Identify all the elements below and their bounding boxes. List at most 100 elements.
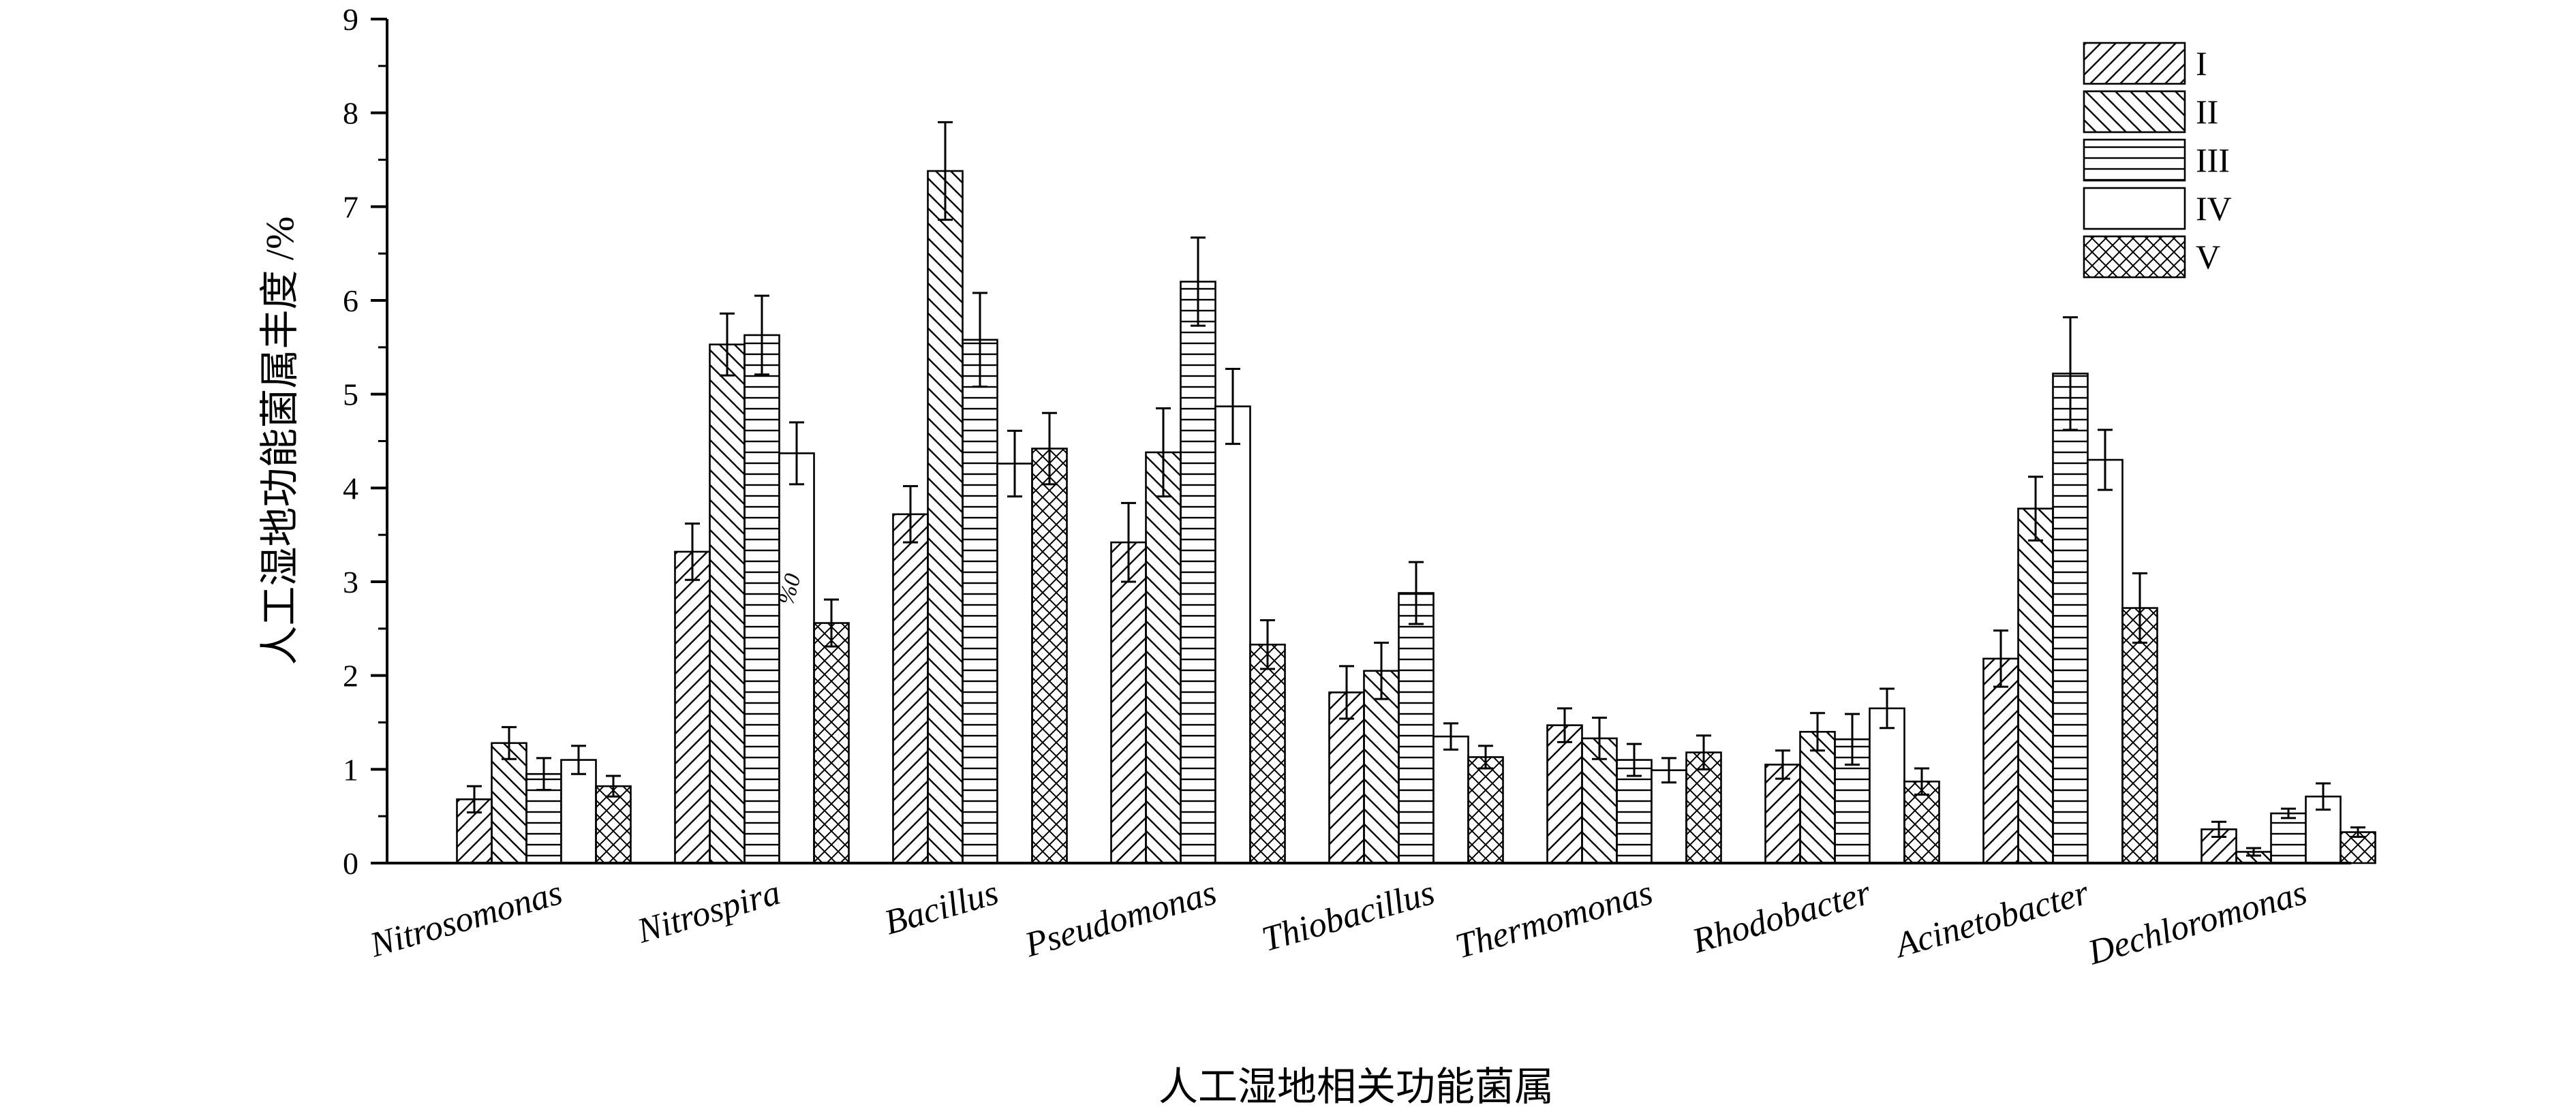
error-bar-pseudomonas-v bbox=[1260, 619, 1275, 670]
bar-thiobacillus-iv bbox=[1432, 735, 1469, 864]
error-bar-thermomonas-i bbox=[1557, 707, 1572, 743]
y-tick-label-1: 1 bbox=[343, 752, 358, 787]
error-bar-nitrospira-iii bbox=[754, 294, 769, 376]
error-bar-bacillus-ii bbox=[938, 121, 953, 221]
y-tick-label-0: 0 bbox=[343, 846, 358, 881]
error-bar-thermomonas-iv bbox=[1661, 757, 1676, 784]
error-bars-layer bbox=[467, 121, 2365, 857]
legend-label-iv: IV bbox=[2196, 189, 2232, 228]
y-tick-label-2: 2 bbox=[343, 659, 358, 693]
error-bar-thiobacillus-iv bbox=[1443, 722, 1458, 751]
bar-nitrospira-i bbox=[674, 550, 711, 864]
error-bar-dechloromonas-v bbox=[2350, 826, 2365, 838]
x-category-label-dechloromonas: Dechloromonas bbox=[2083, 873, 2311, 973]
error-bar-acinetobacter-iii bbox=[2063, 316, 2078, 431]
x-category-label-thermomonas: Thermomonas bbox=[1452, 873, 1657, 967]
bar-thermomonas-i bbox=[1546, 724, 1583, 864]
bar-nitrospira-v bbox=[813, 622, 850, 864]
error-bar-nitrosomonas-i bbox=[467, 785, 482, 814]
y-tick-label-4: 4 bbox=[343, 471, 358, 505]
bar-nitrosomonas-ii bbox=[491, 742, 527, 864]
bar-acinetobacter-iii bbox=[2052, 373, 2089, 864]
error-bar-pseudomonas-iv bbox=[1225, 367, 1240, 446]
bar-bacillus-i bbox=[892, 513, 929, 864]
bar-rhodobacter-iv bbox=[1869, 707, 1905, 864]
error-bar-nitrospira-ii bbox=[720, 312, 735, 377]
legend-label-v: V bbox=[2196, 238, 2220, 276]
x-category-labels: Nitrosomonas Nitrospira Bacillus Pseudomona… bbox=[365, 873, 2311, 973]
bar-acinetobacter-v bbox=[2121, 607, 2158, 864]
error-bar-bacillus-iv bbox=[1007, 429, 1022, 498]
x-axis-title: 人工湿地相关功能菌属 bbox=[1159, 1065, 1554, 1106]
x-category-label-pseudomonas: Pseudomonas bbox=[1020, 873, 1221, 965]
x-category-label-nitrospira: Nitrospira bbox=[632, 873, 784, 951]
error-bar-nitrosomonas-ii bbox=[502, 725, 517, 760]
bar-acinetobacter-i bbox=[1982, 657, 2019, 864]
error-bar-thiobacillus-i bbox=[1339, 665, 1354, 720]
bar-bacillus-v bbox=[1031, 448, 1068, 864]
error-bar-dechloromonas-i bbox=[2211, 820, 2226, 838]
bar-nitrosomonas-iv bbox=[560, 759, 597, 864]
bar-thiobacillus-iii bbox=[1398, 592, 1435, 864]
legend-item-i: I bbox=[2083, 42, 2207, 85]
bar-nitrospira-ii bbox=[709, 343, 746, 864]
bar-acinetobacter-iv bbox=[2087, 458, 2123, 864]
legend-item-v: V bbox=[2083, 235, 2220, 279]
y-tick-label-6: 6 bbox=[343, 283, 358, 318]
bar-pseudomonas-i bbox=[1110, 541, 1147, 864]
error-bar-dechloromonas-iv bbox=[2316, 782, 2331, 811]
error-bar-thiobacillus-ii bbox=[1374, 641, 1389, 700]
legend-swatch-i bbox=[2083, 42, 2186, 85]
error-bar-acinetobacter-ii bbox=[2028, 475, 2043, 542]
legend-swatch-v bbox=[2083, 235, 2186, 279]
error-bar-pseudomonas-i bbox=[1121, 501, 1136, 583]
error-bar-pseudomonas-iii bbox=[1191, 236, 1206, 327]
error-bar-nitrospira-i bbox=[685, 522, 700, 581]
error-bar-nitrosomonas-v bbox=[606, 775, 621, 798]
legend-label-iii: III bbox=[2196, 141, 2230, 179]
error-bar-nitrospira-v bbox=[824, 598, 839, 648]
x-category-label-nitrosomonas: Nitrosomonas bbox=[365, 873, 566, 965]
legend-item-ii: II bbox=[2083, 90, 2218, 134]
error-bar-dechloromonas-ii bbox=[2246, 847, 2261, 857]
error-bar-pseudomonas-ii bbox=[1156, 407, 1171, 498]
error-bar-rhodobacter-ii bbox=[1810, 712, 1825, 752]
error-bar-bacillus-v bbox=[1042, 411, 1057, 486]
bar-pseudomonas-iii bbox=[1180, 281, 1216, 864]
y-tick-label-9: 9 bbox=[343, 2, 358, 37]
error-bar-dechloromonas-iii bbox=[2281, 807, 2296, 819]
bar-bacillus-iv bbox=[996, 463, 1033, 864]
error-bar-thiobacillus-v bbox=[1478, 745, 1493, 770]
x-category-label-acinetobacter: Acinetobacter bbox=[1889, 873, 2094, 966]
error-bar-acinetobacter-iv bbox=[2098, 428, 2113, 491]
error-bar-bacillus-i bbox=[903, 485, 918, 544]
y-tick-label-7: 7 bbox=[343, 189, 358, 224]
legend-swatch-iv bbox=[2083, 187, 2186, 230]
bar-thiobacillus-v bbox=[1467, 756, 1504, 864]
error-bar-nitrosomonas-iii bbox=[536, 757, 551, 792]
error-bar-bacillus-iii bbox=[972, 292, 987, 388]
bar-nitrosomonas-v bbox=[595, 785, 632, 864]
error-bar-rhodobacter-iii bbox=[1845, 713, 1860, 766]
error-bar-rhodobacter-v bbox=[1914, 767, 1929, 796]
legend-item-iii: III bbox=[2083, 138, 2230, 182]
bar-bacillus-ii bbox=[927, 170, 964, 864]
legend-swatch-iii bbox=[2083, 138, 2186, 182]
error-bar-nitrospira-iv bbox=[789, 421, 804, 486]
legend-item-iv: IV bbox=[2083, 187, 2232, 230]
error-bar-acinetobacter-v bbox=[2132, 572, 2147, 644]
bar-pseudomonas-ii bbox=[1145, 451, 1182, 864]
bar-pseudomonas-iv bbox=[1214, 405, 1251, 864]
y-axis-title: 人工湿地功能菌属丰度 /% bbox=[258, 217, 302, 666]
bar-pseudomonas-v bbox=[1249, 643, 1286, 864]
y-ticks: 0 1 2 3 4 5 6 7 8 9 bbox=[343, 2, 387, 881]
bar-nitrospira-iv bbox=[778, 452, 815, 864]
error-bar-acinetobacter-i bbox=[1993, 629, 2008, 688]
x-category-label-thiobacillus: Thiobacillus bbox=[1258, 873, 1439, 959]
error-bar-nitrosomonas-iv bbox=[571, 745, 586, 775]
error-bar-thiobacillus-iii bbox=[1409, 561, 1424, 625]
y-tick-label-8: 8 bbox=[343, 96, 358, 131]
